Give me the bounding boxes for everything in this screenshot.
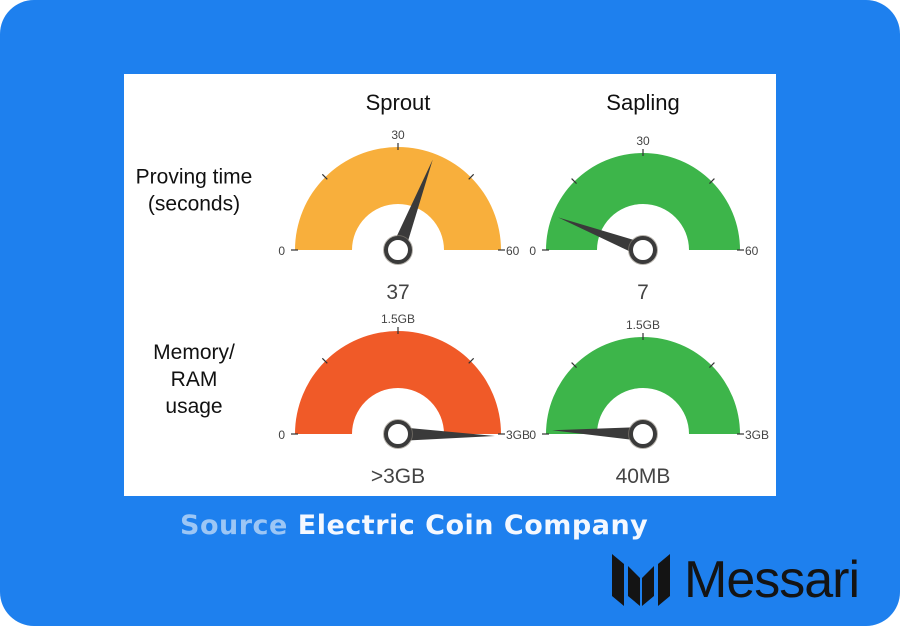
gauge-arc xyxy=(546,337,740,434)
messari-logo-icon xyxy=(612,554,670,606)
tick-label: 30 xyxy=(391,128,405,142)
gauge-tick xyxy=(468,357,475,364)
gauge-needle xyxy=(391,159,433,253)
row-label: Proving time xyxy=(136,166,253,189)
row-label: usage xyxy=(165,395,222,418)
tick-label: 3GB xyxy=(506,428,530,442)
gauge-arc xyxy=(295,147,501,250)
gauge-value: 40MB xyxy=(616,465,671,488)
gauge-value: 37 xyxy=(386,281,409,304)
tick-label: 60 xyxy=(506,244,520,258)
needle-hub xyxy=(629,236,657,264)
gauge-needle xyxy=(558,217,646,257)
gauge-value: 7 xyxy=(637,281,649,304)
column-header: Sprout xyxy=(366,90,431,115)
row-label: (seconds) xyxy=(148,193,240,216)
gauge-needle xyxy=(397,427,495,441)
tick-label: 3GB xyxy=(745,428,769,442)
gauge-tick xyxy=(709,178,715,184)
gauge-tick xyxy=(709,362,715,368)
tick-label: 0 xyxy=(529,244,536,258)
tick-label: 30 xyxy=(636,134,650,148)
gauge-needle xyxy=(552,427,644,441)
source-label: Source xyxy=(180,510,288,541)
row-label: Memory/ xyxy=(153,341,235,364)
tick-label: 60 xyxy=(745,244,759,258)
gauge-arc xyxy=(546,153,740,250)
tick-label: 0 xyxy=(278,244,285,258)
gauge-arc xyxy=(295,331,501,434)
gauge-tick xyxy=(321,173,328,180)
gauge-tick xyxy=(468,173,475,180)
gauge-tick xyxy=(571,178,577,184)
gauge-value: >3GB xyxy=(371,465,425,488)
gauge-tick xyxy=(321,357,328,364)
messari-wordmark: Messari xyxy=(684,551,860,609)
needle-hub xyxy=(384,420,412,448)
tick-label: 0 xyxy=(278,428,285,442)
source-name: Electric Coin Company xyxy=(297,510,649,541)
gauge-tick xyxy=(571,362,577,368)
column-header: Sapling xyxy=(606,90,679,115)
needle-hub xyxy=(384,236,412,264)
row-label: RAM xyxy=(171,368,218,391)
needle-hub xyxy=(629,420,657,448)
messari-logo: Messari xyxy=(610,550,860,610)
tick-label: 0 xyxy=(529,428,536,442)
source-credit: Source Electric Coin Company xyxy=(180,510,648,541)
tick-label: 1.5GB xyxy=(381,312,415,326)
tick-label: 1.5GB xyxy=(626,318,660,332)
